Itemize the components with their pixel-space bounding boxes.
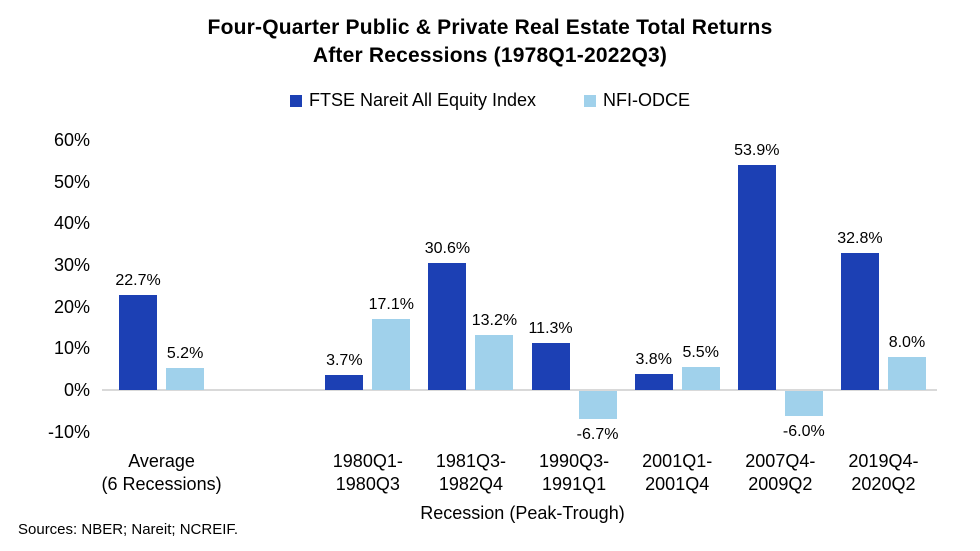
y-axis-tick-label: 10% bbox=[53, 338, 90, 359]
data-label: 13.2% bbox=[471, 312, 518, 329]
bar-odce bbox=[784, 391, 823, 416]
data-label: 11.3% bbox=[528, 319, 573, 337]
legend-swatch-icon bbox=[289, 94, 302, 107]
y-axis-tick-label: 60% bbox=[53, 130, 90, 150]
data-label: 53.9% bbox=[734, 142, 780, 160]
data-label: 8.0% bbox=[888, 333, 926, 351]
data-label: 22.7% bbox=[115, 272, 161, 290]
chart-title: Four-Quarter Public & Private Real Estat… bbox=[0, 14, 980, 70]
y-axis-tick-label: 20% bbox=[53, 296, 90, 317]
bar-nareit bbox=[428, 262, 467, 390]
data-label: 5.2% bbox=[166, 345, 204, 363]
bar-odce bbox=[887, 356, 926, 390]
data-label: 32.8% bbox=[837, 230, 883, 248]
x-axis-category-label: 2019Q4- 2020Q2 bbox=[798, 450, 968, 496]
legend-item: NFI-ODCE bbox=[584, 90, 690, 111]
legend-label: FTSE Nareit All Equity Index bbox=[308, 90, 537, 110]
x-axis-category-label: 2007Q4- 2009Q2 bbox=[695, 450, 865, 496]
data-label: -6.0% bbox=[782, 423, 825, 440]
legend: FTSE Nareit All Equity Index NFI-ODCE bbox=[0, 90, 980, 111]
category-label-line1: 2007Q4- bbox=[745, 451, 816, 471]
legend-item: FTSE Nareit All Equity Index bbox=[289, 90, 537, 111]
category-label-line2: 2009Q2 bbox=[748, 474, 813, 494]
sources-note: Sources: NBER; Nareit; NCREIF. bbox=[18, 521, 239, 538]
bar-nareit bbox=[325, 374, 364, 390]
y-axis-tick-label: 40% bbox=[53, 213, 90, 234]
x-axis-title: Recession (Peak-Trough) bbox=[420, 503, 625, 523]
category-label-line2: (6 Recessions) bbox=[101, 474, 222, 494]
bar-odce bbox=[372, 318, 411, 390]
chart-title-line1: Four-Quarter Public & Private Real Estat… bbox=[207, 16, 773, 39]
data-label: -6.7% bbox=[576, 425, 619, 443]
y-axis-tick-label: 30% bbox=[53, 255, 90, 275]
x-axis-category-label: 2001Q1- 2001Q4 bbox=[592, 450, 762, 496]
category-label-line2: 1982Q4 bbox=[438, 474, 503, 494]
legend-label: NFI-ODCE bbox=[603, 90, 691, 110]
category-label-line1: Average bbox=[128, 451, 195, 471]
bar-odce bbox=[166, 368, 205, 390]
category-label-line2: 2020Q2 bbox=[851, 474, 916, 494]
bar-nareit bbox=[737, 165, 776, 390]
category-label-line2: 1980Q3 bbox=[335, 474, 400, 494]
bar-odce bbox=[681, 367, 720, 390]
category-label-line2: 2001Q4 bbox=[645, 474, 710, 494]
y-axis-tick-label: -10% bbox=[47, 421, 90, 442]
bar-nareit bbox=[840, 253, 879, 390]
bar-nareit bbox=[531, 342, 570, 390]
bar-nareit bbox=[634, 374, 673, 390]
y-axis-tick-label: 50% bbox=[53, 171, 90, 192]
data-label: 30.6% bbox=[424, 239, 471, 257]
x-axis-category-label: 1980Q1- 1980Q3 bbox=[283, 450, 453, 496]
zero-axis-line bbox=[102, 389, 937, 391]
category-label-line2: 1991Q1 bbox=[542, 474, 607, 494]
data-label: 5.5% bbox=[682, 344, 719, 362]
x-axis-category-label: 1981Q3- 1982Q4 bbox=[386, 450, 556, 496]
bar-nareit bbox=[119, 295, 158, 390]
category-label-line1: 1980Q1- bbox=[332, 451, 403, 471]
category-label-line1: 2001Q1- bbox=[642, 451, 713, 471]
category-label-line1: 1990Q3- bbox=[539, 451, 610, 471]
chart-title-line2: After Recessions (1978Q1-2022Q3) bbox=[312, 44, 668, 67]
bar-odce bbox=[475, 335, 514, 390]
category-label-line1: 2019Q4- bbox=[848, 451, 919, 471]
data-label: 3.8% bbox=[635, 351, 672, 369]
x-axis-category-label: 1990Q3- 1991Q1 bbox=[489, 450, 659, 496]
category-label-line1: 1981Q3- bbox=[435, 451, 506, 471]
data-label: 3.7% bbox=[326, 351, 363, 369]
x-axis-category-label: Average (6 Recessions) bbox=[77, 450, 247, 496]
legend-swatch-icon bbox=[584, 94, 597, 107]
bar-odce bbox=[578, 391, 617, 419]
data-label: 17.1% bbox=[368, 295, 414, 313]
y-axis-tick-label: 0% bbox=[63, 380, 90, 400]
